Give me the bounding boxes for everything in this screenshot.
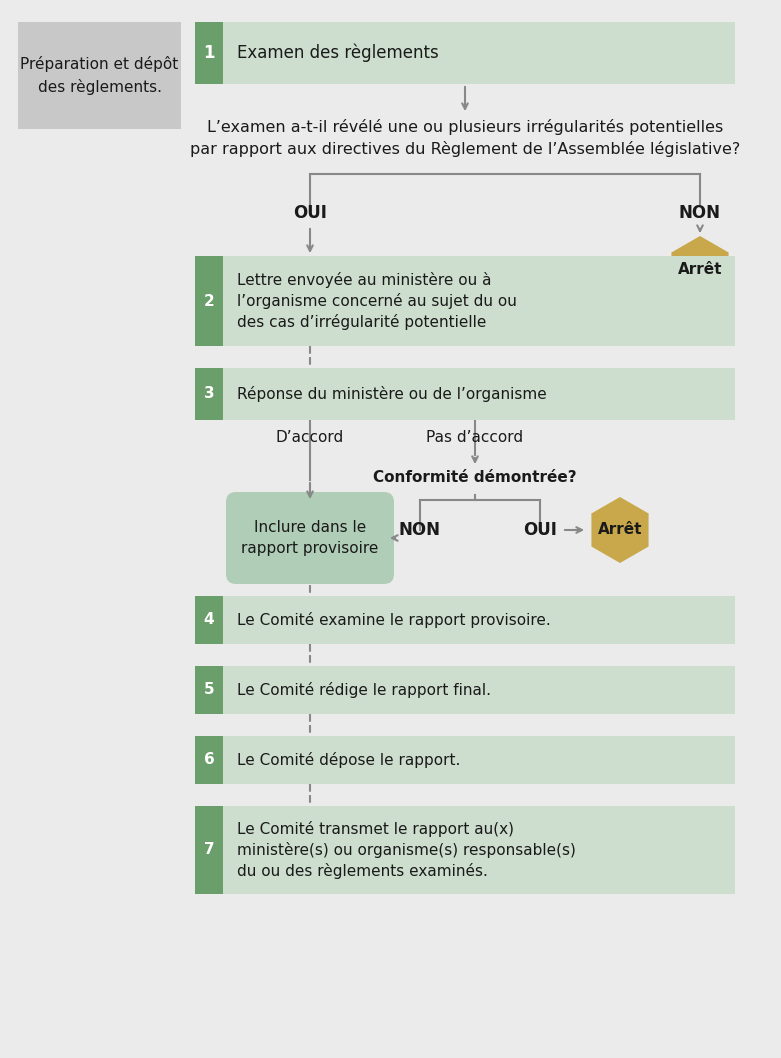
FancyBboxPatch shape: [195, 665, 223, 714]
FancyBboxPatch shape: [195, 665, 735, 714]
Text: L’examen a-t-il révélé une ou plusieurs irrégularités potentielles: L’examen a-t-il révélé une ou plusieurs …: [207, 118, 723, 135]
Text: Le Comité dépose le rapport.: Le Comité dépose le rapport.: [237, 752, 460, 768]
Text: 7: 7: [204, 842, 214, 857]
Text: OUI: OUI: [293, 204, 327, 222]
Text: Examen des règlements: Examen des règlements: [237, 43, 439, 62]
FancyBboxPatch shape: [195, 806, 223, 894]
Text: 6: 6: [204, 752, 214, 767]
Text: Réponse du ministère ou de l’organisme: Réponse du ministère ou de l’organisme: [237, 386, 547, 402]
Text: NON: NON: [399, 521, 441, 539]
Text: Préparation et dépôt
des règlements.: Préparation et dépôt des règlements.: [20, 56, 179, 95]
FancyBboxPatch shape: [195, 596, 735, 644]
Text: par rapport aux directives du Règlement de l’Assemblée législative?: par rapport aux directives du Règlement …: [190, 141, 740, 157]
Text: OUI: OUI: [523, 521, 557, 539]
Text: 5: 5: [204, 682, 214, 697]
FancyBboxPatch shape: [195, 368, 735, 420]
Polygon shape: [591, 497, 648, 563]
Text: Le Comité rédige le rapport final.: Le Comité rédige le rapport final.: [237, 682, 491, 698]
FancyBboxPatch shape: [18, 22, 181, 129]
Text: 3: 3: [204, 386, 214, 401]
Text: Le Comité examine le rapport provisoire.: Le Comité examine le rapport provisoire.: [237, 612, 551, 628]
Text: Le Comité transmet le rapport au(x)
ministère(s) ou organisme(s) responsable(s)
: Le Comité transmet le rapport au(x) mini…: [237, 821, 576, 879]
Text: Lettre envoyée au ministère ou à
l’organisme concerné au sujet du ou
des cas d’i: Lettre envoyée au ministère ou à l’organ…: [237, 272, 517, 330]
Text: 2: 2: [204, 293, 214, 309]
FancyBboxPatch shape: [195, 736, 735, 784]
Text: Arrêt: Arrêt: [597, 523, 642, 537]
FancyBboxPatch shape: [195, 256, 735, 346]
FancyBboxPatch shape: [195, 596, 223, 644]
FancyBboxPatch shape: [195, 368, 223, 420]
FancyBboxPatch shape: [195, 22, 223, 84]
Text: D’accord: D’accord: [276, 430, 344, 445]
Text: 1: 1: [203, 44, 215, 62]
FancyBboxPatch shape: [195, 736, 223, 784]
Text: 4: 4: [204, 613, 214, 627]
FancyBboxPatch shape: [195, 806, 735, 894]
Polygon shape: [672, 236, 729, 302]
FancyBboxPatch shape: [195, 256, 223, 346]
FancyBboxPatch shape: [195, 22, 735, 84]
Text: Inclure dans le
rapport provisoire: Inclure dans le rapport provisoire: [241, 519, 379, 557]
Text: Conformité démontrée?: Conformité démontrée?: [373, 470, 577, 485]
Text: NON: NON: [679, 204, 721, 222]
FancyBboxPatch shape: [226, 492, 394, 584]
Text: Arrêt: Arrêt: [678, 261, 722, 276]
Text: Pas d’accord: Pas d’accord: [426, 430, 523, 445]
